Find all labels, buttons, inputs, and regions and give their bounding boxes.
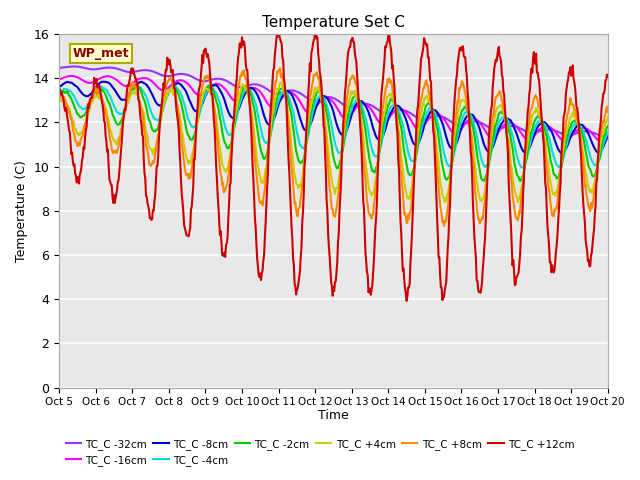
- TC_C -16cm: [177, 77, 184, 83]
- TC_C -16cm: [67, 73, 74, 79]
- TC_C -2cm: [176, 95, 184, 101]
- TC_C +8cm: [433, 167, 441, 173]
- TC_C -32cm: [554, 129, 562, 135]
- TC_C -2cm: [516, 178, 524, 184]
- TC_C +4cm: [555, 179, 563, 184]
- TC_C +8cm: [326, 186, 333, 192]
- Line: TC_C +8cm: TC_C +8cm: [59, 68, 608, 226]
- Line: TC_C -32cm: TC_C -32cm: [59, 66, 608, 136]
- Text: WP_met: WP_met: [73, 47, 129, 60]
- TC_C -16cm: [598, 138, 605, 144]
- TC_C +8cm: [199, 82, 207, 87]
- TC_C +12cm: [555, 206, 563, 212]
- Line: TC_C -16cm: TC_C -16cm: [59, 76, 608, 141]
- TC_C -4cm: [604, 130, 612, 135]
- TC_C -2cm: [199, 93, 207, 99]
- TC_C +12cm: [434, 234, 442, 240]
- TC_C -8cm: [555, 148, 563, 154]
- TC_C -2cm: [433, 125, 441, 131]
- TC_C -16cm: [55, 76, 63, 82]
- Line: TC_C -4cm: TC_C -4cm: [59, 86, 608, 168]
- TC_C +12cm: [604, 74, 612, 80]
- TC_C +8cm: [604, 109, 612, 115]
- TC_C +12cm: [176, 147, 184, 153]
- Line: TC_C -8cm: TC_C -8cm: [59, 82, 608, 153]
- TC_C +12cm: [379, 76, 387, 82]
- TC_C -32cm: [604, 133, 612, 139]
- TC_C -2cm: [379, 124, 387, 130]
- TC_C +4cm: [326, 162, 333, 168]
- TC_C -32cm: [200, 78, 208, 84]
- TC_C -4cm: [177, 89, 184, 95]
- TC_C +8cm: [55, 94, 63, 100]
- TC_C -32cm: [70, 63, 78, 69]
- TC_C -32cm: [433, 113, 441, 119]
- TC_C -4cm: [326, 114, 333, 120]
- TC_C -8cm: [177, 81, 184, 87]
- TC_C -4cm: [433, 118, 441, 123]
- TC_C +4cm: [514, 199, 522, 205]
- TC_C -16cm: [433, 111, 441, 117]
- Line: TC_C +12cm: TC_C +12cm: [59, 29, 608, 301]
- TC_C -4cm: [379, 133, 387, 139]
- TC_C -16cm: [200, 90, 208, 96]
- TC_C +12cm: [326, 254, 333, 260]
- TC_C +4cm: [433, 149, 441, 155]
- TC_C -32cm: [55, 65, 63, 71]
- TC_C +4cm: [199, 91, 207, 97]
- TC_C -16cm: [379, 121, 387, 127]
- TC_C -2cm: [326, 129, 333, 134]
- TC_C +4cm: [176, 110, 184, 116]
- Line: TC_C -2cm: TC_C -2cm: [59, 85, 608, 181]
- TC_C -4cm: [200, 96, 208, 101]
- TC_C +8cm: [276, 65, 284, 71]
- TC_C -16cm: [604, 135, 612, 141]
- TC_C -2cm: [205, 83, 213, 88]
- TC_C -8cm: [604, 133, 612, 139]
- TC_C +4cm: [277, 80, 285, 85]
- TC_C +12cm: [55, 90, 63, 96]
- TC_C +8cm: [379, 104, 387, 110]
- TC_C -8cm: [522, 150, 529, 156]
- TC_C -32cm: [379, 110, 387, 116]
- Title: Temperature Set C: Temperature Set C: [262, 15, 405, 30]
- TC_C -2cm: [555, 172, 563, 178]
- TC_C +8cm: [176, 119, 184, 125]
- TC_C -2cm: [604, 123, 612, 129]
- X-axis label: Time: Time: [318, 409, 349, 422]
- TC_C -8cm: [55, 84, 63, 90]
- TC_C -2cm: [55, 93, 63, 99]
- TC_C -16cm: [326, 96, 333, 102]
- TC_C -4cm: [555, 164, 563, 170]
- TC_C +4cm: [55, 98, 63, 104]
- TC_C -32cm: [177, 71, 184, 77]
- TC_C -4cm: [518, 165, 526, 170]
- Y-axis label: Temperature (C): Temperature (C): [15, 160, 28, 262]
- Legend: TC_C -32cm, TC_C -16cm, TC_C -8cm, TC_C -4cm, TC_C -2cm, TC_C +4cm, TC_C +8cm, T: TC_C -32cm, TC_C -16cm, TC_C -8cm, TC_C …: [61, 434, 579, 470]
- TC_C -4cm: [171, 84, 179, 89]
- TC_C -4cm: [55, 88, 63, 94]
- TC_C -8cm: [99, 79, 107, 84]
- TC_C +8cm: [440, 223, 448, 229]
- TC_C -8cm: [326, 99, 333, 105]
- TC_C +12cm: [199, 60, 207, 66]
- Line: TC_C +4cm: TC_C +4cm: [59, 83, 608, 202]
- TC_C +8cm: [555, 183, 563, 189]
- TC_C +12cm: [403, 298, 410, 304]
- TC_C +12cm: [311, 26, 319, 32]
- TC_C +4cm: [379, 115, 387, 120]
- TC_C -16cm: [554, 133, 562, 139]
- TC_C -8cm: [433, 109, 441, 115]
- TC_C +4cm: [604, 114, 612, 120]
- TC_C -8cm: [379, 133, 387, 139]
- TC_C -8cm: [200, 97, 208, 103]
- TC_C -32cm: [326, 94, 333, 100]
